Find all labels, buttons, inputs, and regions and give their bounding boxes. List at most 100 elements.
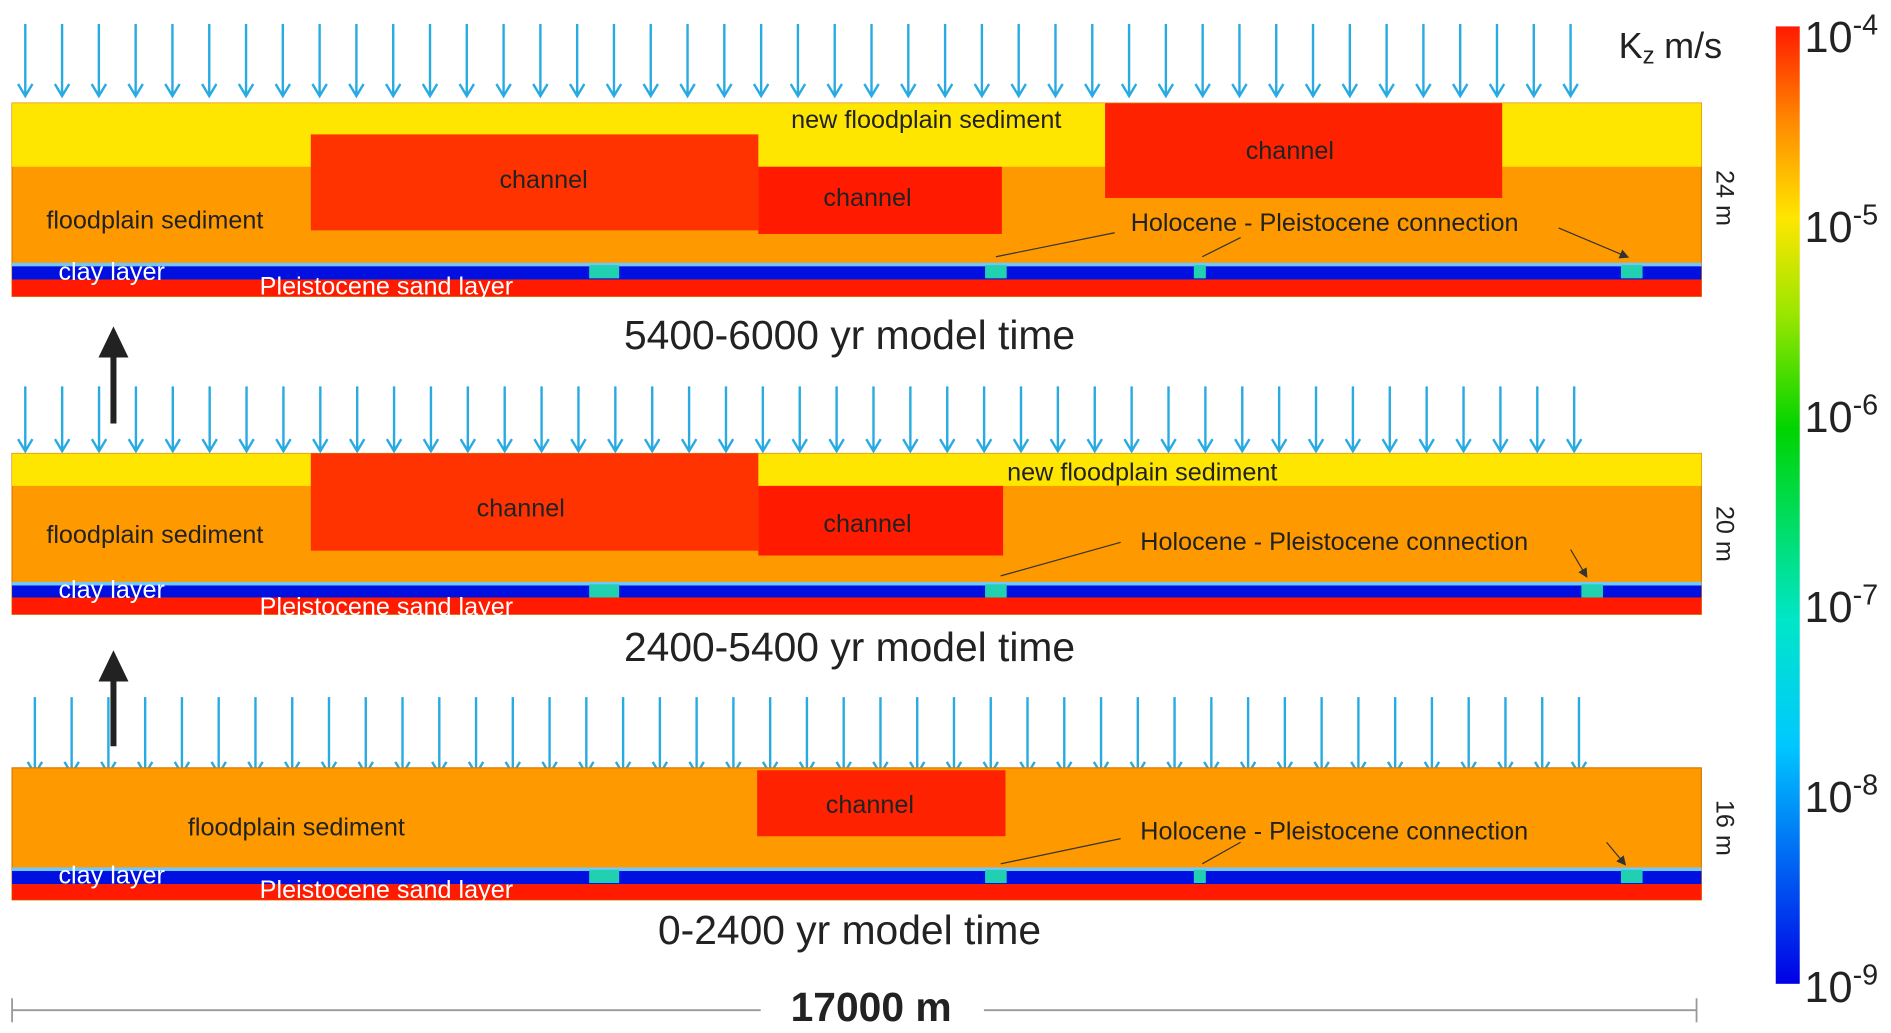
arrow bbox=[460, 24, 474, 96]
arrow bbox=[55, 386, 69, 451]
arrow bbox=[1379, 24, 1393, 96]
tick-exp: -5 bbox=[1853, 199, 1879, 231]
arrow bbox=[616, 697, 630, 774]
arrow bbox=[1383, 386, 1397, 451]
label: channel bbox=[499, 166, 587, 194]
arrow bbox=[534, 386, 548, 451]
clay-top bbox=[12, 582, 1701, 586]
arrow bbox=[432, 697, 446, 774]
arrow bbox=[866, 386, 880, 451]
colorbar-tick-label: 10-9 bbox=[1805, 959, 1879, 1012]
arrow bbox=[469, 697, 483, 774]
arrow bbox=[359, 697, 373, 774]
arrow bbox=[1198, 386, 1212, 451]
label: channel bbox=[1246, 137, 1334, 165]
label: channel bbox=[826, 791, 914, 819]
arrow bbox=[248, 697, 262, 774]
arrow bbox=[763, 697, 777, 774]
arrow bbox=[717, 24, 731, 96]
arrow bbox=[128, 24, 142, 96]
scale-label: 17000 m bbox=[791, 984, 952, 1030]
colorbar-tick-label: 10-4 bbox=[1805, 9, 1879, 62]
arrow bbox=[570, 24, 584, 96]
thickness: 16 m bbox=[1710, 800, 1738, 856]
label: new floodplain sediment bbox=[791, 106, 1061, 134]
arrow bbox=[1461, 697, 1475, 774]
arrow bbox=[1014, 386, 1028, 451]
arrow bbox=[322, 697, 336, 774]
arrow bbox=[682, 386, 696, 451]
arrow bbox=[395, 697, 409, 774]
label: Holocene - Pleistocene connection bbox=[1131, 209, 1519, 237]
arrow bbox=[1131, 697, 1145, 774]
diagram: new floodplain sediment channel channel … bbox=[0, 0, 1891, 1033]
arrow bbox=[940, 386, 954, 451]
arrow bbox=[1269, 24, 1283, 96]
arrow bbox=[165, 24, 179, 96]
arrow bbox=[1490, 24, 1504, 96]
tick-exp: -8 bbox=[1853, 769, 1879, 801]
arrow bbox=[1527, 24, 1541, 96]
arrow bbox=[496, 24, 510, 96]
arrow bbox=[1563, 24, 1577, 96]
label: Pleistocene sand layer bbox=[260, 593, 513, 621]
arrow bbox=[903, 386, 917, 451]
arrow bbox=[1159, 24, 1173, 96]
colorbar bbox=[1776, 26, 1800, 983]
label: Holocene - Pleistocene connection bbox=[1140, 817, 1528, 845]
arrow bbox=[1094, 697, 1108, 774]
arrow bbox=[864, 24, 878, 96]
arrow bbox=[498, 386, 512, 451]
arrow bbox=[1088, 386, 1102, 451]
tick-exp: -4 bbox=[1853, 9, 1879, 41]
label: clay layer bbox=[58, 862, 164, 890]
arrow bbox=[836, 697, 850, 774]
arrow bbox=[680, 24, 694, 96]
arrow bbox=[645, 386, 659, 451]
panel: new floodplain sediment channel channel … bbox=[12, 103, 1738, 358]
colorbar-tick-label: 10-5 bbox=[1805, 199, 1879, 252]
arrow bbox=[1241, 697, 1255, 774]
arrow bbox=[689, 697, 703, 774]
arrow bbox=[92, 386, 106, 451]
arrow bbox=[1425, 697, 1439, 774]
arrow bbox=[829, 386, 843, 451]
label: floodplain sediment bbox=[46, 521, 263, 549]
tick-base: 10 bbox=[1805, 584, 1853, 632]
arrow bbox=[350, 386, 364, 451]
arrow bbox=[387, 386, 401, 451]
arrow bbox=[579, 697, 593, 774]
label: new floodplain sediment bbox=[1007, 459, 1277, 487]
tick-base: 10 bbox=[1805, 774, 1853, 822]
arrow bbox=[276, 386, 290, 451]
arrow bbox=[1167, 697, 1181, 774]
colorbar-tick-label: 10-7 bbox=[1805, 579, 1879, 632]
label: floodplain sediment bbox=[188, 814, 405, 842]
arrow bbox=[506, 697, 520, 774]
arrow bbox=[1020, 697, 1034, 774]
arrow bbox=[276, 24, 290, 96]
arrow bbox=[55, 24, 69, 96]
tick-exp: -6 bbox=[1853, 389, 1879, 421]
arrow bbox=[313, 386, 327, 451]
tick-base: 10 bbox=[1805, 964, 1853, 1012]
arrow bbox=[1309, 386, 1323, 451]
label: clay layer bbox=[58, 258, 164, 286]
arrow bbox=[726, 697, 740, 774]
arrow bbox=[910, 697, 924, 774]
label: channel bbox=[823, 510, 911, 538]
arrow bbox=[202, 24, 216, 96]
arrow bbox=[1346, 386, 1360, 451]
arrow bbox=[1419, 386, 1433, 451]
arrow bbox=[1204, 697, 1218, 774]
arrow bbox=[1416, 24, 1430, 96]
arrow bbox=[984, 697, 998, 774]
panel: floodplain sediment channel Holocene - P… bbox=[12, 768, 1738, 953]
time-label: 0-2400 yr model time bbox=[658, 907, 1041, 953]
clay-top bbox=[12, 263, 1701, 267]
arrow bbox=[938, 24, 952, 96]
arrow bbox=[1051, 386, 1065, 451]
time-label: 5400-6000 yr model time bbox=[624, 312, 1075, 358]
label: channel bbox=[823, 184, 911, 212]
arrow bbox=[607, 24, 621, 96]
